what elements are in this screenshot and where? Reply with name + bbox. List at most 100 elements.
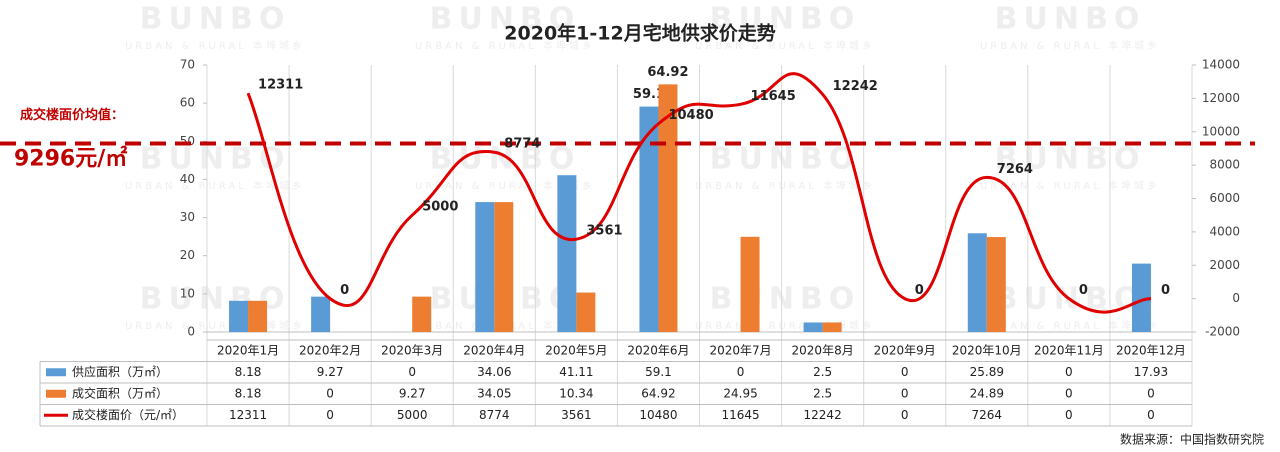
bar	[740, 236, 760, 332]
table-cell: 0	[901, 408, 909, 422]
table-cell: 25.89	[970, 365, 1004, 379]
table-cell: 0	[326, 408, 334, 422]
x-tick-label: 2020年5月	[545, 343, 607, 357]
y-tick-label: 30	[180, 210, 195, 224]
bar	[557, 175, 577, 332]
y2-tick-label: 10000	[1202, 124, 1240, 138]
x-tick-label: 2020年8月	[792, 343, 854, 357]
table-cell: 0	[1065, 408, 1073, 422]
watermark-sub: URBAN & RURAL 本埠城乡	[695, 39, 875, 52]
watermark-brand: BUNBO	[140, 142, 291, 177]
table-cell: 10480	[639, 408, 677, 422]
x-tick-label: 2020年12月	[1116, 343, 1186, 357]
x-tick-label: 2020年11月	[1034, 343, 1104, 357]
watermark-sub: URBAN & RURAL 本埠城乡	[125, 39, 305, 52]
y-tick-label: 50	[180, 134, 195, 148]
y2-tick-label: -2000	[1205, 325, 1240, 339]
bar	[494, 202, 514, 332]
x-tick-label: 2020年1月	[217, 343, 279, 357]
watermark-sub: URBAN & RURAL 本埠城乡	[695, 179, 875, 192]
y-tick-label: 60	[180, 96, 195, 110]
table-cell: 2.5	[813, 365, 832, 379]
table-cell: 9.27	[317, 365, 344, 379]
reference-label: 成交楼面价均值：	[20, 107, 124, 123]
table-cell: 3561	[561, 408, 592, 422]
chart-title: 2020年1-12月宅地供求价走势	[504, 22, 775, 45]
watermark-brand: BUNBO	[140, 2, 291, 37]
x-tick-label: 2020年4月	[463, 343, 525, 357]
table-cell: 0	[1147, 386, 1155, 400]
bar	[311, 296, 331, 332]
bar	[576, 292, 596, 332]
line-value-label: 8774	[504, 137, 540, 152]
table-cell: 0	[326, 386, 334, 400]
y-tick-label: 70	[180, 58, 195, 72]
watermark-sub: URBAN & RURAL 本埠城乡	[125, 179, 305, 192]
y-tick-label: 0	[187, 325, 195, 339]
table-cell: 11645	[721, 408, 759, 422]
watermark-brand: BUNBO	[430, 142, 581, 177]
table-cell: 41.11	[559, 365, 593, 379]
watermark-brand: BUNBO	[995, 2, 1146, 37]
x-tick-label: 2020年3月	[381, 343, 443, 357]
line-value-label: 5000	[422, 200, 458, 215]
watermark-sub: URBAN & RURAL 本埠城乡	[980, 319, 1160, 332]
bar	[986, 237, 1006, 332]
table-cell: 59.1	[645, 365, 672, 379]
reference-value-label: 9296元/㎡	[14, 145, 127, 171]
line-value-label: 7264	[997, 162, 1033, 177]
table-cell: 24.95	[723, 386, 757, 400]
x-tick-label: 2020年6月	[627, 343, 689, 357]
legend-swatch	[46, 368, 66, 377]
line-value-label: 12311	[258, 78, 303, 93]
bar	[475, 202, 495, 332]
table-cell: 34.06	[477, 365, 511, 379]
bar	[639, 106, 659, 332]
table-cell: 2.5	[813, 386, 832, 400]
line-value-label: 0	[1161, 283, 1170, 298]
y2-tick-label: 12000	[1202, 91, 1240, 105]
watermark-sub: URBAN & RURAL 本埠城乡	[980, 179, 1160, 192]
line-value-label: 10480	[668, 108, 713, 123]
y2-tick-label: 6000	[1209, 191, 1240, 205]
bar	[658, 84, 678, 332]
table-cell: 34.05	[477, 386, 511, 400]
table-cell: 5000	[397, 408, 428, 422]
x-tick-label: 2020年7月	[709, 343, 771, 357]
table-cell: 0	[901, 386, 909, 400]
watermark-brand: BUNBO	[140, 282, 291, 317]
table-cell: 0	[1065, 365, 1073, 379]
watermark-brand: BUNBO	[710, 282, 861, 317]
watermark-sub: URBAN & RURAL 本埠城乡	[125, 319, 305, 332]
bar	[248, 300, 268, 332]
line-value-label: 0	[1079, 283, 1088, 298]
watermark-sub: URBAN & RURAL 本埠城乡	[980, 39, 1160, 52]
table-cell: 24.89	[970, 386, 1004, 400]
x-tick-label: 2020年2月	[299, 343, 361, 357]
watermark-sub: URBAN & RURAL 本埠城乡	[695, 319, 875, 332]
bar	[229, 300, 249, 332]
bar-value-label: 64.92	[647, 65, 688, 80]
table-cell: 12242	[804, 408, 842, 422]
table-cell: 0	[737, 365, 745, 379]
table-cell: 17.93	[1134, 365, 1168, 379]
table-cell: 64.92	[641, 386, 675, 400]
source: 数据来源：中国指数研究院	[1120, 432, 1264, 447]
watermark-brand: BUNBO	[710, 2, 861, 37]
legend-label: 供应面积（万㎡）	[72, 364, 168, 379]
y2-tick-label: 14000	[1202, 58, 1240, 72]
watermark-brand: BUNBO	[995, 142, 1146, 177]
table-cell: 0	[1065, 386, 1073, 400]
legend-label: 成交楼面价（元/㎡）	[72, 407, 184, 422]
table-cell: 8.18	[235, 365, 262, 379]
bar	[1131, 263, 1151, 332]
y-tick-label: 20	[180, 248, 195, 262]
table-cell: 8774	[479, 408, 510, 422]
table-cell: 0	[1147, 408, 1155, 422]
table-cell: 0	[901, 365, 909, 379]
y2-tick-label: 2000	[1209, 258, 1240, 272]
bar	[967, 233, 987, 332]
y2-tick-label: 8000	[1209, 158, 1240, 172]
y-tick-label: 10	[180, 286, 195, 300]
